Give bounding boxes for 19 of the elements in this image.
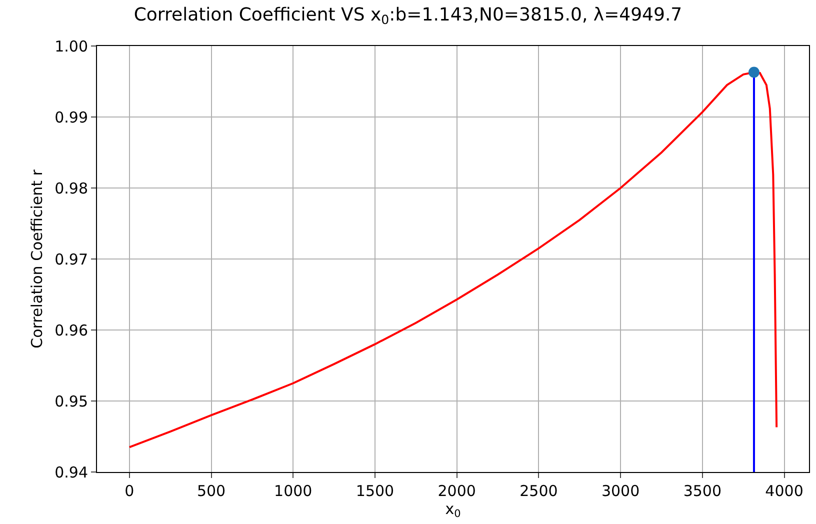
y-axis-title: Correlation Coefficient r xyxy=(28,168,46,348)
chart-title: Correlation Coefficient VS x$_{0}$:b=1.143,N0=3815.0, λ=4949.7 xyxy=(134,4,682,28)
x-tick-label: 500 xyxy=(196,482,226,500)
x-tick-label: 1500 xyxy=(356,482,394,500)
x-tick-label: 0 xyxy=(124,482,134,500)
y-tick-label: 0.99 xyxy=(54,108,88,126)
x-tick-label: 4000 xyxy=(765,482,804,500)
y-tick-label: 0.95 xyxy=(54,392,88,410)
x-tick-label: 3000 xyxy=(601,482,640,500)
y-tick-label: 0.97 xyxy=(54,250,88,268)
y-tick-label: 0.98 xyxy=(54,179,88,198)
y-tick-label: 0.96 xyxy=(54,321,88,340)
x-axis-title: x$_{0}$ xyxy=(445,500,461,520)
x-tick-label: 2000 xyxy=(438,482,476,500)
x-tick-label: 2500 xyxy=(520,482,558,500)
y-tick-label: 0.94 xyxy=(54,463,88,482)
x-tick-label: 3500 xyxy=(683,482,722,500)
x-tick-label: 1000 xyxy=(274,482,312,500)
y-tick-label: 1.00 xyxy=(54,37,88,56)
